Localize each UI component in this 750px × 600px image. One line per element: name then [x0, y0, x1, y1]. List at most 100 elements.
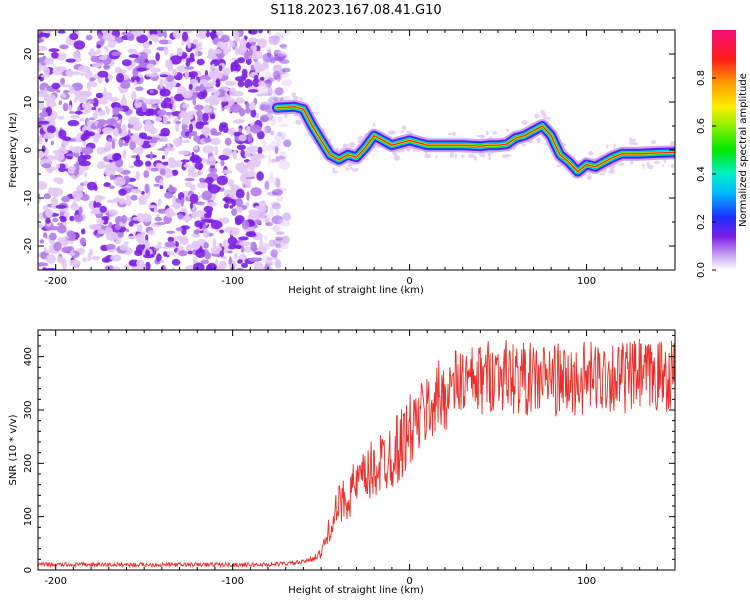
- noise-speckle: [237, 259, 243, 264]
- noise-speckles: [38, 30, 293, 270]
- noise-speckle: [61, 94, 67, 99]
- noise-speckle: [57, 30, 66, 34]
- noise-speckle: [264, 112, 274, 121]
- noise-speckle: [168, 184, 173, 192]
- noise-speckle: [56, 147, 68, 155]
- noise-speckle: [201, 125, 211, 136]
- noise-speckle: [269, 140, 279, 150]
- noise-speckle: [274, 65, 285, 76]
- snr-y-axis: 0 100 200 300 400: [23, 334, 675, 573]
- noise-speckle: [250, 64, 255, 71]
- ridge-halo-speckle: [607, 170, 615, 174]
- noise-speckle: [184, 113, 194, 120]
- noise-speckle: [162, 102, 173, 109]
- noise-speckle: [254, 251, 263, 255]
- noise-speckle: [55, 163, 60, 169]
- noise-speckle: [264, 259, 273, 265]
- ridge-halo-speckle: [332, 167, 336, 173]
- noise-speckle: [279, 59, 290, 64]
- noise-speckle: [279, 69, 287, 75]
- noise-speckle: [97, 99, 109, 105]
- noise-speckle: [102, 127, 114, 134]
- noise-speckle: [58, 100, 62, 106]
- noise-speckle: [38, 62, 43, 72]
- noise-speckle: [133, 121, 143, 131]
- noise-speckle: [150, 167, 159, 172]
- spectrogram-ytick-label: 20: [23, 48, 34, 61]
- noise-speckle: [145, 249, 150, 257]
- noise-speckle: [224, 137, 232, 146]
- noise-speckle: [212, 238, 217, 248]
- snr-series: [38, 338, 675, 569]
- noise-speckle: [136, 138, 144, 146]
- noise-speckle: [207, 54, 219, 60]
- snr-frame: [37, 329, 676, 571]
- noise-speckle: [112, 106, 120, 116]
- noise-speckle: [66, 153, 76, 157]
- noise-speckle: [69, 252, 76, 256]
- ridge-halo-speckle: [295, 119, 302, 125]
- noise-speckle: [271, 189, 283, 196]
- noise-speckle: [101, 216, 110, 221]
- noise-speckle: [211, 59, 219, 63]
- noise-speckle: [43, 94, 51, 101]
- frequency-ridge: [269, 92, 675, 181]
- colorbar-tick-label: 0.2: [696, 214, 707, 230]
- noise-speckle: [50, 187, 63, 197]
- snr-ytick-label: 200: [23, 454, 34, 473]
- noise-speckle: [98, 109, 106, 117]
- noise-speckle: [222, 197, 233, 202]
- noise-speckle: [227, 250, 233, 254]
- noise-speckle: [122, 149, 127, 159]
- noise-speckle: [272, 224, 282, 232]
- noise-speckle: [183, 164, 192, 168]
- noise-speckle: [264, 180, 270, 190]
- noise-speckle: [173, 137, 183, 146]
- noise-speckle: [202, 145, 214, 154]
- noise-speckle: [273, 238, 283, 246]
- noise-speckle: [96, 161, 106, 169]
- noise-speckle: [94, 202, 102, 208]
- noise-speckle: [227, 244, 237, 250]
- noise-speckle: [190, 242, 201, 250]
- ridge-halo-speckle: [449, 152, 455, 159]
- noise-speckle: [42, 267, 47, 270]
- noise-speckle: [55, 204, 67, 209]
- noise-speckle: [241, 220, 250, 230]
- noise-speckle: [126, 217, 131, 222]
- noise-speckle: [195, 121, 204, 130]
- noise-speckle: [159, 185, 164, 190]
- noise-speckle: [187, 250, 193, 255]
- ridge-halo-speckle: [351, 167, 359, 173]
- noise-speckle: [135, 233, 145, 243]
- noise-speckle: [234, 215, 245, 224]
- noise-speckle: [216, 30, 224, 36]
- noise-speckle: [199, 170, 204, 176]
- noise-speckle: [243, 246, 252, 253]
- noise-speckle: [283, 139, 292, 148]
- noise-speckle: [268, 239, 276, 247]
- noise-speckle: [104, 166, 116, 177]
- noise-speckle: [245, 202, 250, 207]
- noise-speckle: [105, 231, 118, 241]
- noise-speckle: [184, 213, 189, 221]
- noise-speckle: [62, 102, 69, 112]
- noise-speckle: [48, 48, 60, 53]
- noise-speckle: [97, 70, 109, 78]
- noise-speckle: [156, 213, 160, 218]
- noise-speckle: [267, 49, 272, 58]
- noise-speckle: [206, 202, 217, 207]
- noise-speckle: [89, 248, 93, 256]
- noise-speckle: [96, 44, 101, 49]
- noise-speckle: [234, 76, 246, 82]
- ridge-halo-speckle: [556, 164, 561, 168]
- noise-speckle: [49, 232, 57, 241]
- noise-speckle: [276, 185, 283, 195]
- noise-speckle: [236, 267, 244, 270]
- noise-speckle: [57, 222, 63, 226]
- noise-speckle: [137, 101, 142, 108]
- noise-speckle: [251, 243, 257, 253]
- ridge-halo-speckle: [605, 144, 609, 149]
- noise-speckle: [272, 56, 283, 61]
